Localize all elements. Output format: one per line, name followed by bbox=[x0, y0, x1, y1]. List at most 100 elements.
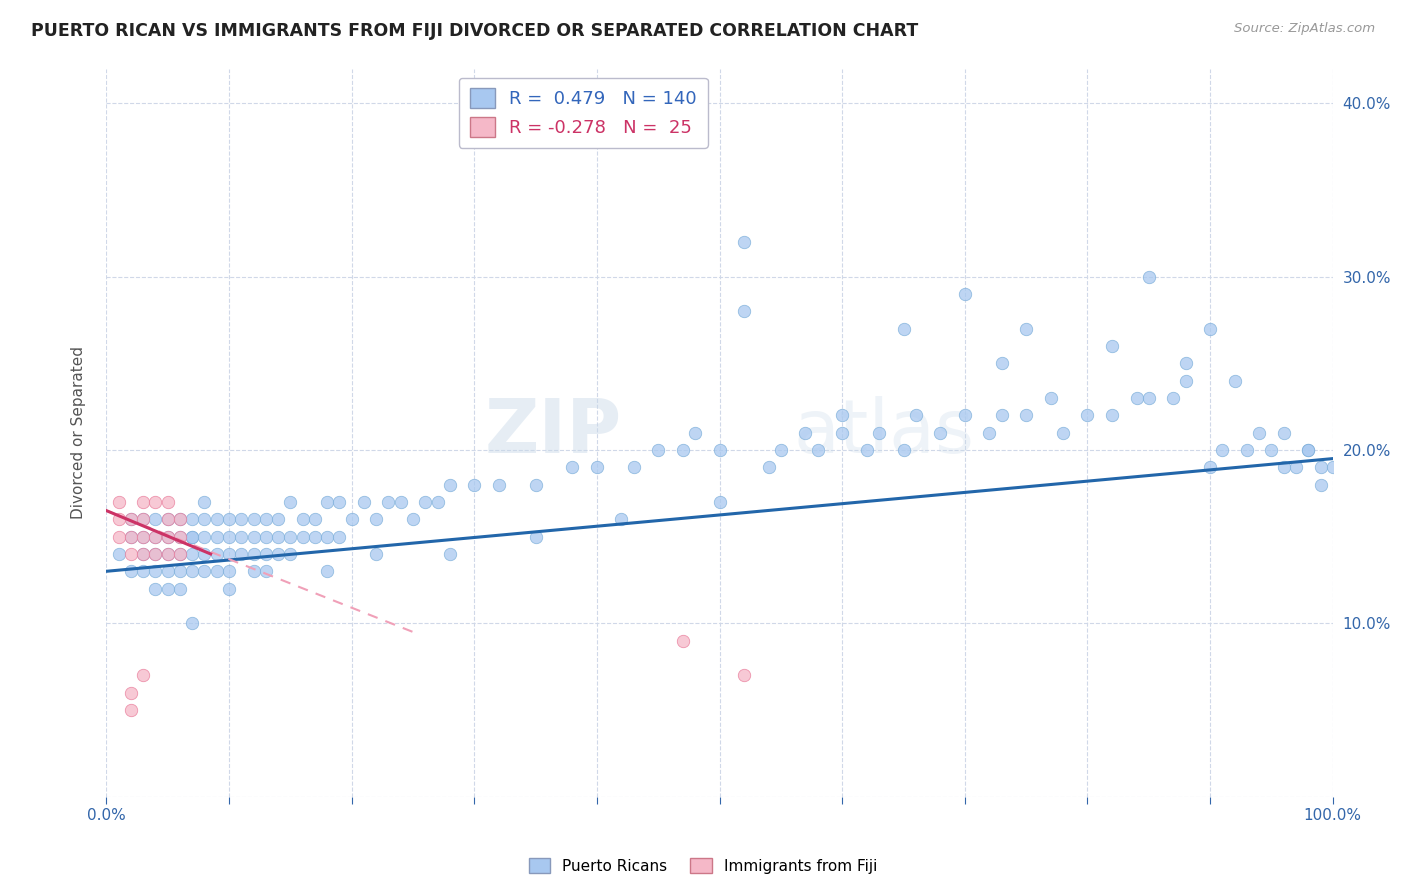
Point bbox=[1249, 425, 1271, 440]
Point bbox=[231, 547, 253, 561]
Point bbox=[145, 547, 167, 561]
Point bbox=[1199, 460, 1222, 475]
Point bbox=[156, 512, 179, 526]
Point bbox=[107, 512, 129, 526]
Point bbox=[242, 512, 264, 526]
Point bbox=[218, 530, 240, 544]
Point bbox=[181, 547, 204, 561]
Point bbox=[193, 512, 215, 526]
Point bbox=[1296, 442, 1319, 457]
Text: Source: ZipAtlas.com: Source: ZipAtlas.com bbox=[1234, 22, 1375, 36]
Point bbox=[953, 286, 976, 301]
Point bbox=[181, 616, 204, 631]
Point bbox=[893, 442, 915, 457]
Point bbox=[205, 512, 228, 526]
Point bbox=[145, 530, 167, 544]
Point bbox=[120, 512, 142, 526]
Point bbox=[120, 564, 142, 578]
Point bbox=[316, 495, 339, 509]
Point bbox=[1296, 442, 1319, 457]
Point bbox=[132, 530, 155, 544]
Point bbox=[193, 564, 215, 578]
Point bbox=[366, 547, 388, 561]
Point bbox=[402, 512, 425, 526]
Point bbox=[132, 564, 155, 578]
Point bbox=[132, 547, 155, 561]
Point bbox=[904, 409, 927, 423]
Point bbox=[181, 530, 204, 544]
Point bbox=[145, 495, 167, 509]
Point bbox=[120, 547, 142, 561]
Point bbox=[524, 530, 547, 544]
Point bbox=[132, 668, 155, 682]
Point bbox=[1199, 321, 1222, 335]
Y-axis label: Divorced or Separated: Divorced or Separated bbox=[72, 346, 86, 519]
Point bbox=[254, 564, 277, 578]
Point bbox=[1101, 339, 1123, 353]
Point bbox=[169, 530, 191, 544]
Point bbox=[831, 409, 853, 423]
Point bbox=[353, 495, 375, 509]
Point bbox=[683, 425, 706, 440]
Text: PUERTO RICAN VS IMMIGRANTS FROM FIJI DIVORCED OR SEPARATED CORRELATION CHART: PUERTO RICAN VS IMMIGRANTS FROM FIJI DIV… bbox=[31, 22, 918, 40]
Point bbox=[733, 668, 755, 682]
Point bbox=[267, 547, 290, 561]
Point bbox=[316, 564, 339, 578]
Point bbox=[709, 495, 731, 509]
Point bbox=[366, 512, 388, 526]
Point bbox=[218, 512, 240, 526]
Point bbox=[181, 530, 204, 544]
Point bbox=[193, 495, 215, 509]
Point bbox=[169, 582, 191, 596]
Point bbox=[218, 564, 240, 578]
Point bbox=[156, 547, 179, 561]
Point bbox=[205, 547, 228, 561]
Point bbox=[1015, 321, 1038, 335]
Point bbox=[1076, 409, 1098, 423]
Point bbox=[132, 495, 155, 509]
Point bbox=[132, 530, 155, 544]
Point bbox=[990, 409, 1012, 423]
Point bbox=[304, 530, 326, 544]
Point bbox=[733, 304, 755, 318]
Point bbox=[231, 530, 253, 544]
Point bbox=[623, 460, 645, 475]
Point bbox=[1223, 374, 1246, 388]
Point bbox=[831, 425, 853, 440]
Point bbox=[893, 321, 915, 335]
Point bbox=[709, 442, 731, 457]
Point bbox=[1322, 460, 1344, 475]
Point bbox=[145, 582, 167, 596]
Point bbox=[807, 442, 830, 457]
Point bbox=[120, 530, 142, 544]
Point bbox=[169, 564, 191, 578]
Point bbox=[586, 460, 609, 475]
Point bbox=[1137, 391, 1160, 405]
Point bbox=[120, 530, 142, 544]
Legend: Puerto Ricans, Immigrants from Fiji: Puerto Ricans, Immigrants from Fiji bbox=[523, 852, 883, 880]
Point bbox=[120, 512, 142, 526]
Point bbox=[304, 512, 326, 526]
Point bbox=[267, 512, 290, 526]
Point bbox=[439, 547, 461, 561]
Point bbox=[132, 512, 155, 526]
Point bbox=[1125, 391, 1147, 405]
Point bbox=[1285, 460, 1308, 475]
Point bbox=[169, 547, 191, 561]
Point bbox=[1163, 391, 1185, 405]
Point bbox=[1211, 442, 1233, 457]
Point bbox=[524, 477, 547, 491]
Point bbox=[205, 530, 228, 544]
Point bbox=[1260, 442, 1282, 457]
Point bbox=[120, 703, 142, 717]
Point bbox=[758, 460, 780, 475]
Point bbox=[328, 530, 350, 544]
Point bbox=[1272, 425, 1295, 440]
Point bbox=[132, 547, 155, 561]
Point bbox=[953, 409, 976, 423]
Point bbox=[426, 495, 449, 509]
Point bbox=[231, 512, 253, 526]
Point bbox=[1137, 269, 1160, 284]
Point bbox=[218, 582, 240, 596]
Point bbox=[242, 564, 264, 578]
